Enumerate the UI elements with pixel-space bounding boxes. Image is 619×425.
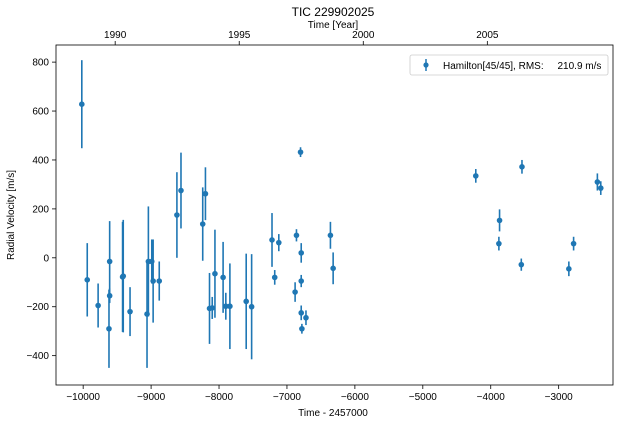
legend-label: Hamilton[45/45], RMS: 210.9 m/s	[443, 61, 601, 72]
data-point	[298, 278, 305, 284]
data-point	[594, 179, 601, 185]
x-tick-label: −10000	[66, 392, 100, 403]
y-tick-label: −200	[26, 302, 49, 313]
x-tick-label: −8000	[205, 392, 234, 403]
data-point	[570, 240, 577, 247]
data-point	[330, 265, 336, 272]
y-tick-label: −400	[26, 351, 49, 362]
legend-box	[409, 54, 609, 76]
x-axis-ticks: −10000 −9000 −8000 −7000 −6000 −5000 −4000 −300…	[66, 385, 573, 403]
data-point	[106, 258, 113, 265]
data-point	[297, 149, 304, 155]
x-axis-label: Time - 2457000	[298, 408, 368, 419]
data-point	[209, 305, 216, 311]
plot-frame	[55, 44, 614, 386]
data-point	[178, 187, 184, 194]
data-point	[150, 278, 156, 284]
legend: Hamilton[45/45], RMS: 210.9 m/s	[409, 54, 609, 76]
data-point	[298, 250, 305, 256]
data-point	[496, 240, 502, 247]
data-point	[106, 292, 113, 299]
legend-marker	[423, 62, 429, 68]
x-tick-label: −5000	[409, 392, 438, 403]
top-axis-label: Time [Year]	[308, 20, 359, 31]
x-tick-label: −4000	[477, 392, 506, 403]
data-point	[95, 302, 101, 309]
top-tick-label: 2000	[352, 30, 375, 41]
data-point	[174, 212, 180, 218]
data-point	[223, 303, 229, 310]
data-point	[293, 232, 300, 239]
x-tick-label: −6000	[341, 392, 370, 403]
x-tick-label: −9000	[137, 392, 166, 403]
data-point	[220, 274, 226, 281]
top-tick-label: 2005	[476, 30, 499, 41]
data-point	[106, 325, 112, 332]
data-point	[472, 173, 479, 179]
y-tick-label: 800	[32, 58, 49, 69]
data-point	[212, 270, 218, 277]
data-point	[327, 232, 334, 239]
data-series	[79, 60, 604, 368]
data-point	[269, 237, 275, 243]
y-tick-label: 600	[32, 107, 49, 118]
data-point	[156, 278, 163, 284]
chart-title: TIC 229902025	[292, 5, 375, 19]
top-tick-label: 1995	[228, 30, 251, 41]
data-point	[518, 261, 525, 268]
top-axis-ticks: 1990 1995 2000 2005	[104, 30, 499, 45]
y-tick-label: 0	[43, 253, 49, 264]
data-point	[566, 266, 572, 272]
x-tick-label: −7000	[273, 392, 302, 403]
data-point	[271, 274, 278, 281]
data-point	[248, 303, 255, 310]
data-point	[84, 277, 91, 283]
data-point	[127, 308, 133, 315]
y-tick-label: 400	[32, 155, 49, 166]
data-point	[597, 185, 604, 191]
data-point	[298, 310, 305, 316]
data-point	[243, 298, 249, 305]
data-point	[303, 314, 309, 321]
data-point	[519, 164, 525, 170]
data-point	[199, 221, 206, 227]
data-point	[79, 101, 85, 107]
y-axis-ticks: −400 −200 0 200 400 600 800	[26, 58, 56, 362]
data-point	[292, 289, 298, 295]
y-axis-label: Radial Velocity [m/s]	[6, 170, 17, 260]
y-tick-label: 200	[32, 204, 49, 215]
x-tick-label: −3000	[545, 392, 574, 403]
top-tick-label: 1990	[104, 30, 127, 41]
data-point	[202, 190, 209, 197]
data-point	[120, 273, 127, 279]
data-point	[496, 217, 503, 224]
data-point	[299, 325, 305, 332]
data-point	[276, 239, 282, 246]
data-point	[227, 303, 233, 310]
